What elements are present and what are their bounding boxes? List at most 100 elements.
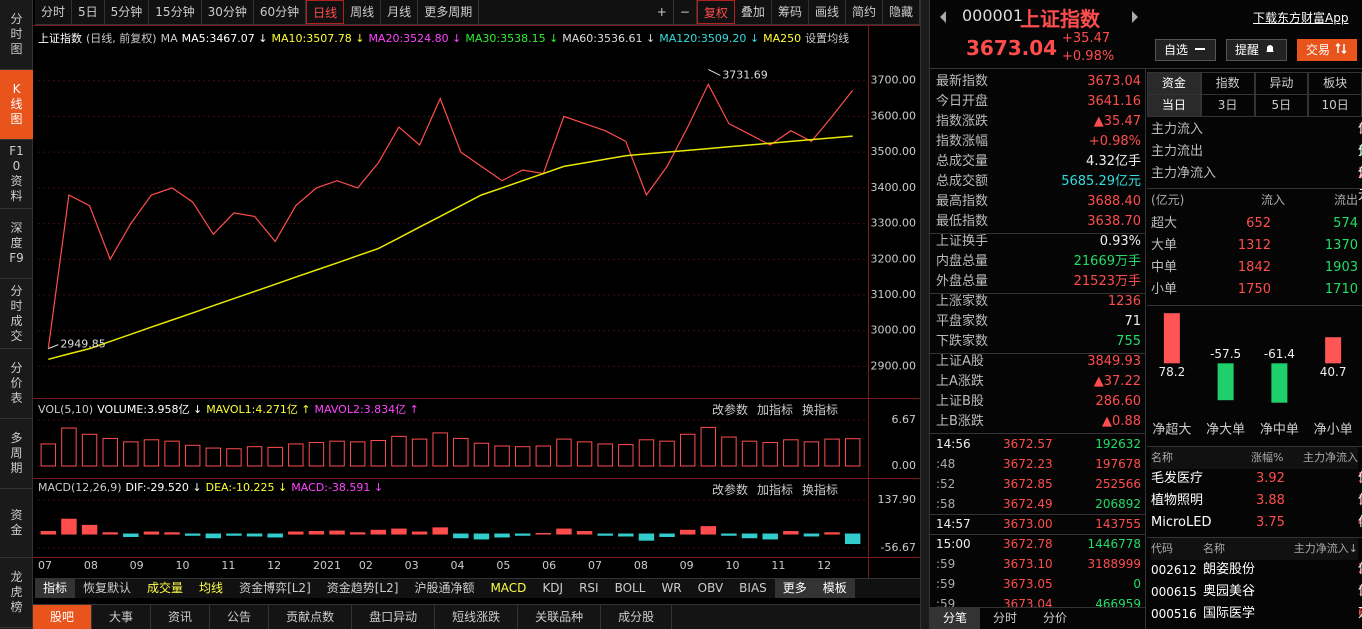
indicator-tab[interactable]: BIAS	[739, 581, 767, 595]
ticks-tab[interactable]: 分笔	[930, 608, 981, 629]
next-icon[interactable]	[1130, 10, 1140, 24]
fund-tab[interactable]: 指数	[1200, 72, 1255, 95]
indicator-tab[interactable]: 模板	[814, 579, 855, 598]
low-pointer	[48, 344, 59, 350]
side-tab[interactable]: 分时成交	[0, 279, 33, 349]
table-row[interactable]: 植物照明 3.88 18.3亿	[1151, 490, 1362, 512]
panel-button[interactable]: 换指标	[802, 403, 839, 417]
period-tab[interactable]: 15分钟	[149, 0, 202, 24]
tool-button[interactable]: 复权	[696, 0, 735, 24]
watch-button[interactable]: 自选	[1155, 39, 1216, 61]
bar	[184, 533, 201, 536]
indicator-tab[interactable]: 更多	[774, 579, 815, 598]
side-tab[interactable]: 多周期	[0, 419, 33, 489]
side-tab[interactable]: 龙虎榜	[0, 558, 33, 629]
period-tab[interactable]: 5分钟	[105, 0, 150, 24]
bar	[370, 529, 387, 535]
indicator-tab[interactable]: WR	[661, 581, 682, 595]
indicator-tab[interactable]: 指标	[35, 579, 76, 598]
period-tab[interactable]: 当日	[1147, 94, 1201, 117]
panel-button[interactable]: 改参数	[712, 403, 749, 417]
period-tab[interactable]: 月线	[381, 0, 419, 24]
x-tick-label: 07	[588, 559, 602, 572]
side-tab[interactable]: 分时图	[0, 0, 33, 70]
period-tab[interactable]: 更多周期	[418, 0, 480, 24]
table-row[interactable]: 毛发医疗 3.92 5.21亿	[1151, 468, 1362, 490]
ma-settings[interactable]: 设置均线	[805, 32, 850, 45]
nav-tab[interactable]: 公告	[210, 605, 270, 629]
alert-button[interactable]: 提醒	[1226, 39, 1287, 61]
prev-icon[interactable]	[938, 10, 948, 24]
side-tab[interactable]: F10资料	[0, 140, 33, 210]
table-row[interactable]: MicroLED 3.75 42.1亿	[1151, 512, 1362, 534]
indicator-tab[interactable]: MACD	[490, 581, 527, 595]
side-tab[interactable]: 深度F9	[0, 209, 33, 280]
period-tab[interactable]: 分时	[35, 0, 73, 24]
table-row[interactable]: 000516 国际医学 6194万	[1151, 603, 1362, 625]
period-tab[interactable]: 60分钟	[254, 0, 307, 24]
indicator-tab[interactable]: RSI	[579, 581, 599, 595]
side-tab[interactable]: 资金	[0, 489, 33, 559]
nav-tab[interactable]: 盘口异动	[352, 605, 436, 629]
period-tab[interactable]: 日线	[306, 0, 345, 24]
tick-volume: 197678	[1095, 457, 1141, 471]
legend-ma: MA	[160, 31, 178, 45]
panel-button[interactable]: 加指标	[757, 403, 794, 417]
tool-button[interactable]: −	[674, 0, 697, 24]
nav-tab[interactable]: 大事	[92, 605, 152, 629]
indicator-tab[interactable]: OBV	[697, 581, 724, 595]
tool-button[interactable]: +	[651, 0, 674, 24]
tick-row: 14:56 3672.57 192632	[936, 434, 1141, 454]
indicator-tab[interactable]: 沪股通净额	[414, 581, 475, 595]
period-tab[interactable]: 5日	[72, 0, 105, 24]
tool-button[interactable]: 简约	[846, 0, 883, 24]
indicator-tab[interactable]: BOLL	[614, 581, 646, 595]
nav-tab[interactable]: 资讯	[151, 605, 211, 629]
table-row[interactable]: 000615 奥园美谷 1.59亿	[1151, 581, 1362, 603]
side-tab[interactable]: 分价表	[0, 349, 33, 419]
download-link[interactable]: 下载东方财富App	[1253, 11, 1349, 25]
y-tick-label: 3700.00	[871, 74, 917, 87]
x-tick-label: 11	[771, 559, 785, 572]
table-row[interactable]: 002612 朗姿股份 2.39亿	[1151, 559, 1362, 581]
side-tab[interactable]: K线图	[0, 69, 33, 140]
trade-button[interactable]: 交易	[1297, 39, 1357, 61]
period-tab[interactable]: 30分钟	[202, 0, 254, 24]
legend-item: DEA:-10.225 ↓	[205, 481, 288, 494]
indicator-tab[interactable]: 成交量	[147, 581, 184, 595]
col-header: 流出	[1333, 193, 1358, 207]
nav-tab[interactable]: 关联品种	[518, 605, 602, 629]
nav-tab[interactable]: 股吧	[33, 605, 93, 629]
fund-tab[interactable]: 异动	[1254, 72, 1309, 95]
period-tab[interactable]: 3日	[1200, 94, 1255, 117]
stat-value: +0.98%	[1088, 134, 1141, 149]
nav-tab[interactable]: 成分股	[601, 605, 673, 629]
period-tab[interactable]: 10日	[1308, 94, 1362, 117]
fund-tab[interactable]: 板块	[1308, 72, 1362, 95]
kline-chart: 2900.00 3000.00 3100.00 3200.00 3300.00 3400.…	[33, 25, 920, 578]
nav-tab[interactable]: 短线涨跌	[435, 605, 519, 629]
stat-value: ▲0.88	[1102, 414, 1141, 429]
indicator-tab[interactable]: 恢复默认	[83, 581, 132, 595]
period-tab[interactable]: 5日	[1254, 94, 1309, 117]
divider	[1147, 188, 1362, 189]
indicator-tab[interactable]: 资金博弈[L2]	[239, 581, 311, 595]
tool-button[interactable]: 叠加	[735, 0, 772, 24]
fund-tab[interactable]: 资金	[1147, 72, 1201, 95]
stat-row: 内盘总量 21669万手	[936, 252, 1141, 272]
indicator-tab[interactable]: KDJ	[542, 581, 564, 595]
tool-button[interactable]: 画线	[809, 0, 846, 24]
ticks-tab[interactable]: 分价	[1043, 611, 1068, 625]
panel-button[interactable]: 换指标	[802, 483, 839, 497]
col-header: 名称	[1203, 542, 1225, 555]
panel-button[interactable]: 改参数	[712, 483, 749, 497]
period-tab[interactable]: 周线	[344, 0, 382, 24]
panel-button[interactable]: 加指标	[757, 483, 794, 497]
ticks-tab[interactable]: 分时	[993, 611, 1018, 625]
tool-button[interactable]: 隐藏	[883, 0, 920, 24]
indicator-tab[interactable]: 资金趋势[L2]	[326, 581, 399, 595]
tool-button[interactable]: 筹码	[772, 0, 809, 24]
bar	[741, 440, 758, 467]
nav-tab[interactable]: 贡献点数	[269, 605, 353, 629]
indicator-tab[interactable]: 均线	[199, 581, 224, 595]
